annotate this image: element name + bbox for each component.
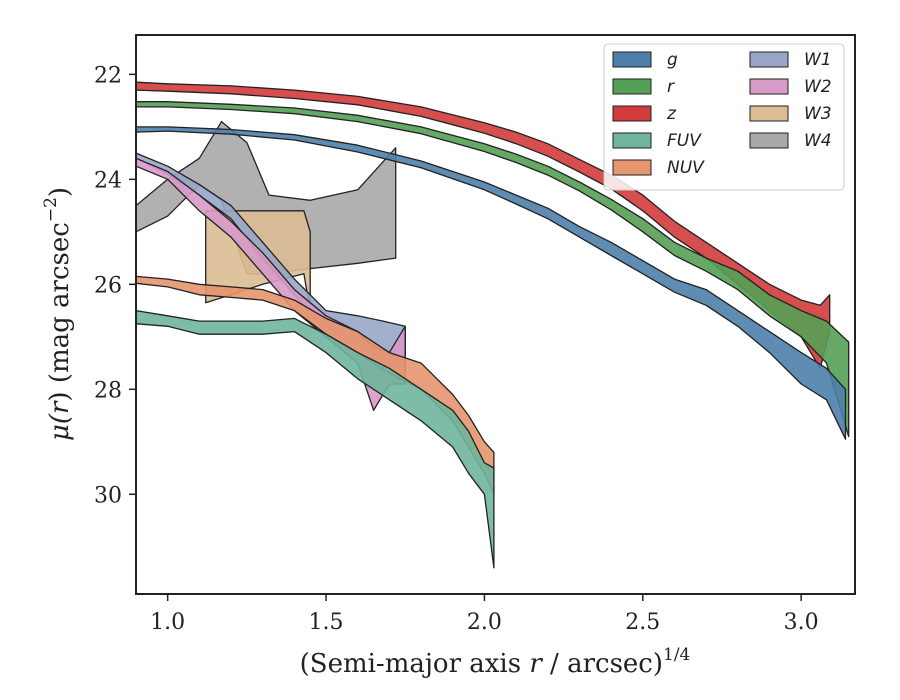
y-tick-label: 26: [94, 273, 122, 298]
x-tick-label: 2.5: [625, 610, 660, 635]
series-band-fuv: [135, 309, 495, 569]
legend: grz FUV NUV W1 W2 W3 W4: [603, 43, 845, 191]
legend-swatch-w3: [749, 105, 789, 122]
y-tick-label: 28: [94, 378, 122, 403]
legend-swatch-fuv: [612, 132, 652, 149]
legend-label-w1: W1: [804, 50, 832, 70]
series-layer: [135, 81, 850, 569]
legend-swatch-w2: [749, 78, 789, 95]
x-tick-label: 2.0: [467, 610, 502, 635]
x-axis-label: (Semi-major axis r / arcsec)1/4: [300, 645, 691, 679]
x-tick-label: 1.5: [309, 610, 344, 635]
legend-label-fuv: FUV: [667, 131, 702, 151]
legend-swatch-z: [612, 105, 652, 122]
series-band-g: [135, 126, 847, 440]
legend-label-z: z: [666, 104, 677, 124]
legend-label-nuv: NUV: [667, 158, 705, 178]
y-tick-label: 22: [94, 63, 122, 88]
legend-label-r: r: [667, 77, 675, 97]
legend-label-w4: W4: [804, 131, 832, 151]
legend-label-w2: W2: [804, 77, 832, 97]
legend-swatch-g: [612, 51, 652, 68]
x-tick-label: 3.0: [784, 610, 819, 635]
plot-frame: [135, 34, 856, 595]
y-tick-label: 30: [94, 483, 122, 508]
legend-label-g: g: [667, 50, 678, 70]
legend-swatch-w4: [749, 132, 789, 149]
x-tick-label: 1.0: [150, 610, 185, 635]
y-tick-label: 24: [94, 168, 122, 193]
legend-label-w3: W3: [804, 104, 832, 124]
series-band-r: [135, 101, 850, 438]
legend-swatch-nuv: [612, 159, 652, 176]
y-axis-label: μ(r) (mag arcsec−2): [41, 187, 75, 441]
legend-swatch-r: [612, 78, 652, 95]
ticks-layer: 1.0 1.5 2.0 2.5 3.0 22 24 26 28 30: [94, 63, 819, 635]
legend-swatch-w1: [749, 51, 789, 68]
